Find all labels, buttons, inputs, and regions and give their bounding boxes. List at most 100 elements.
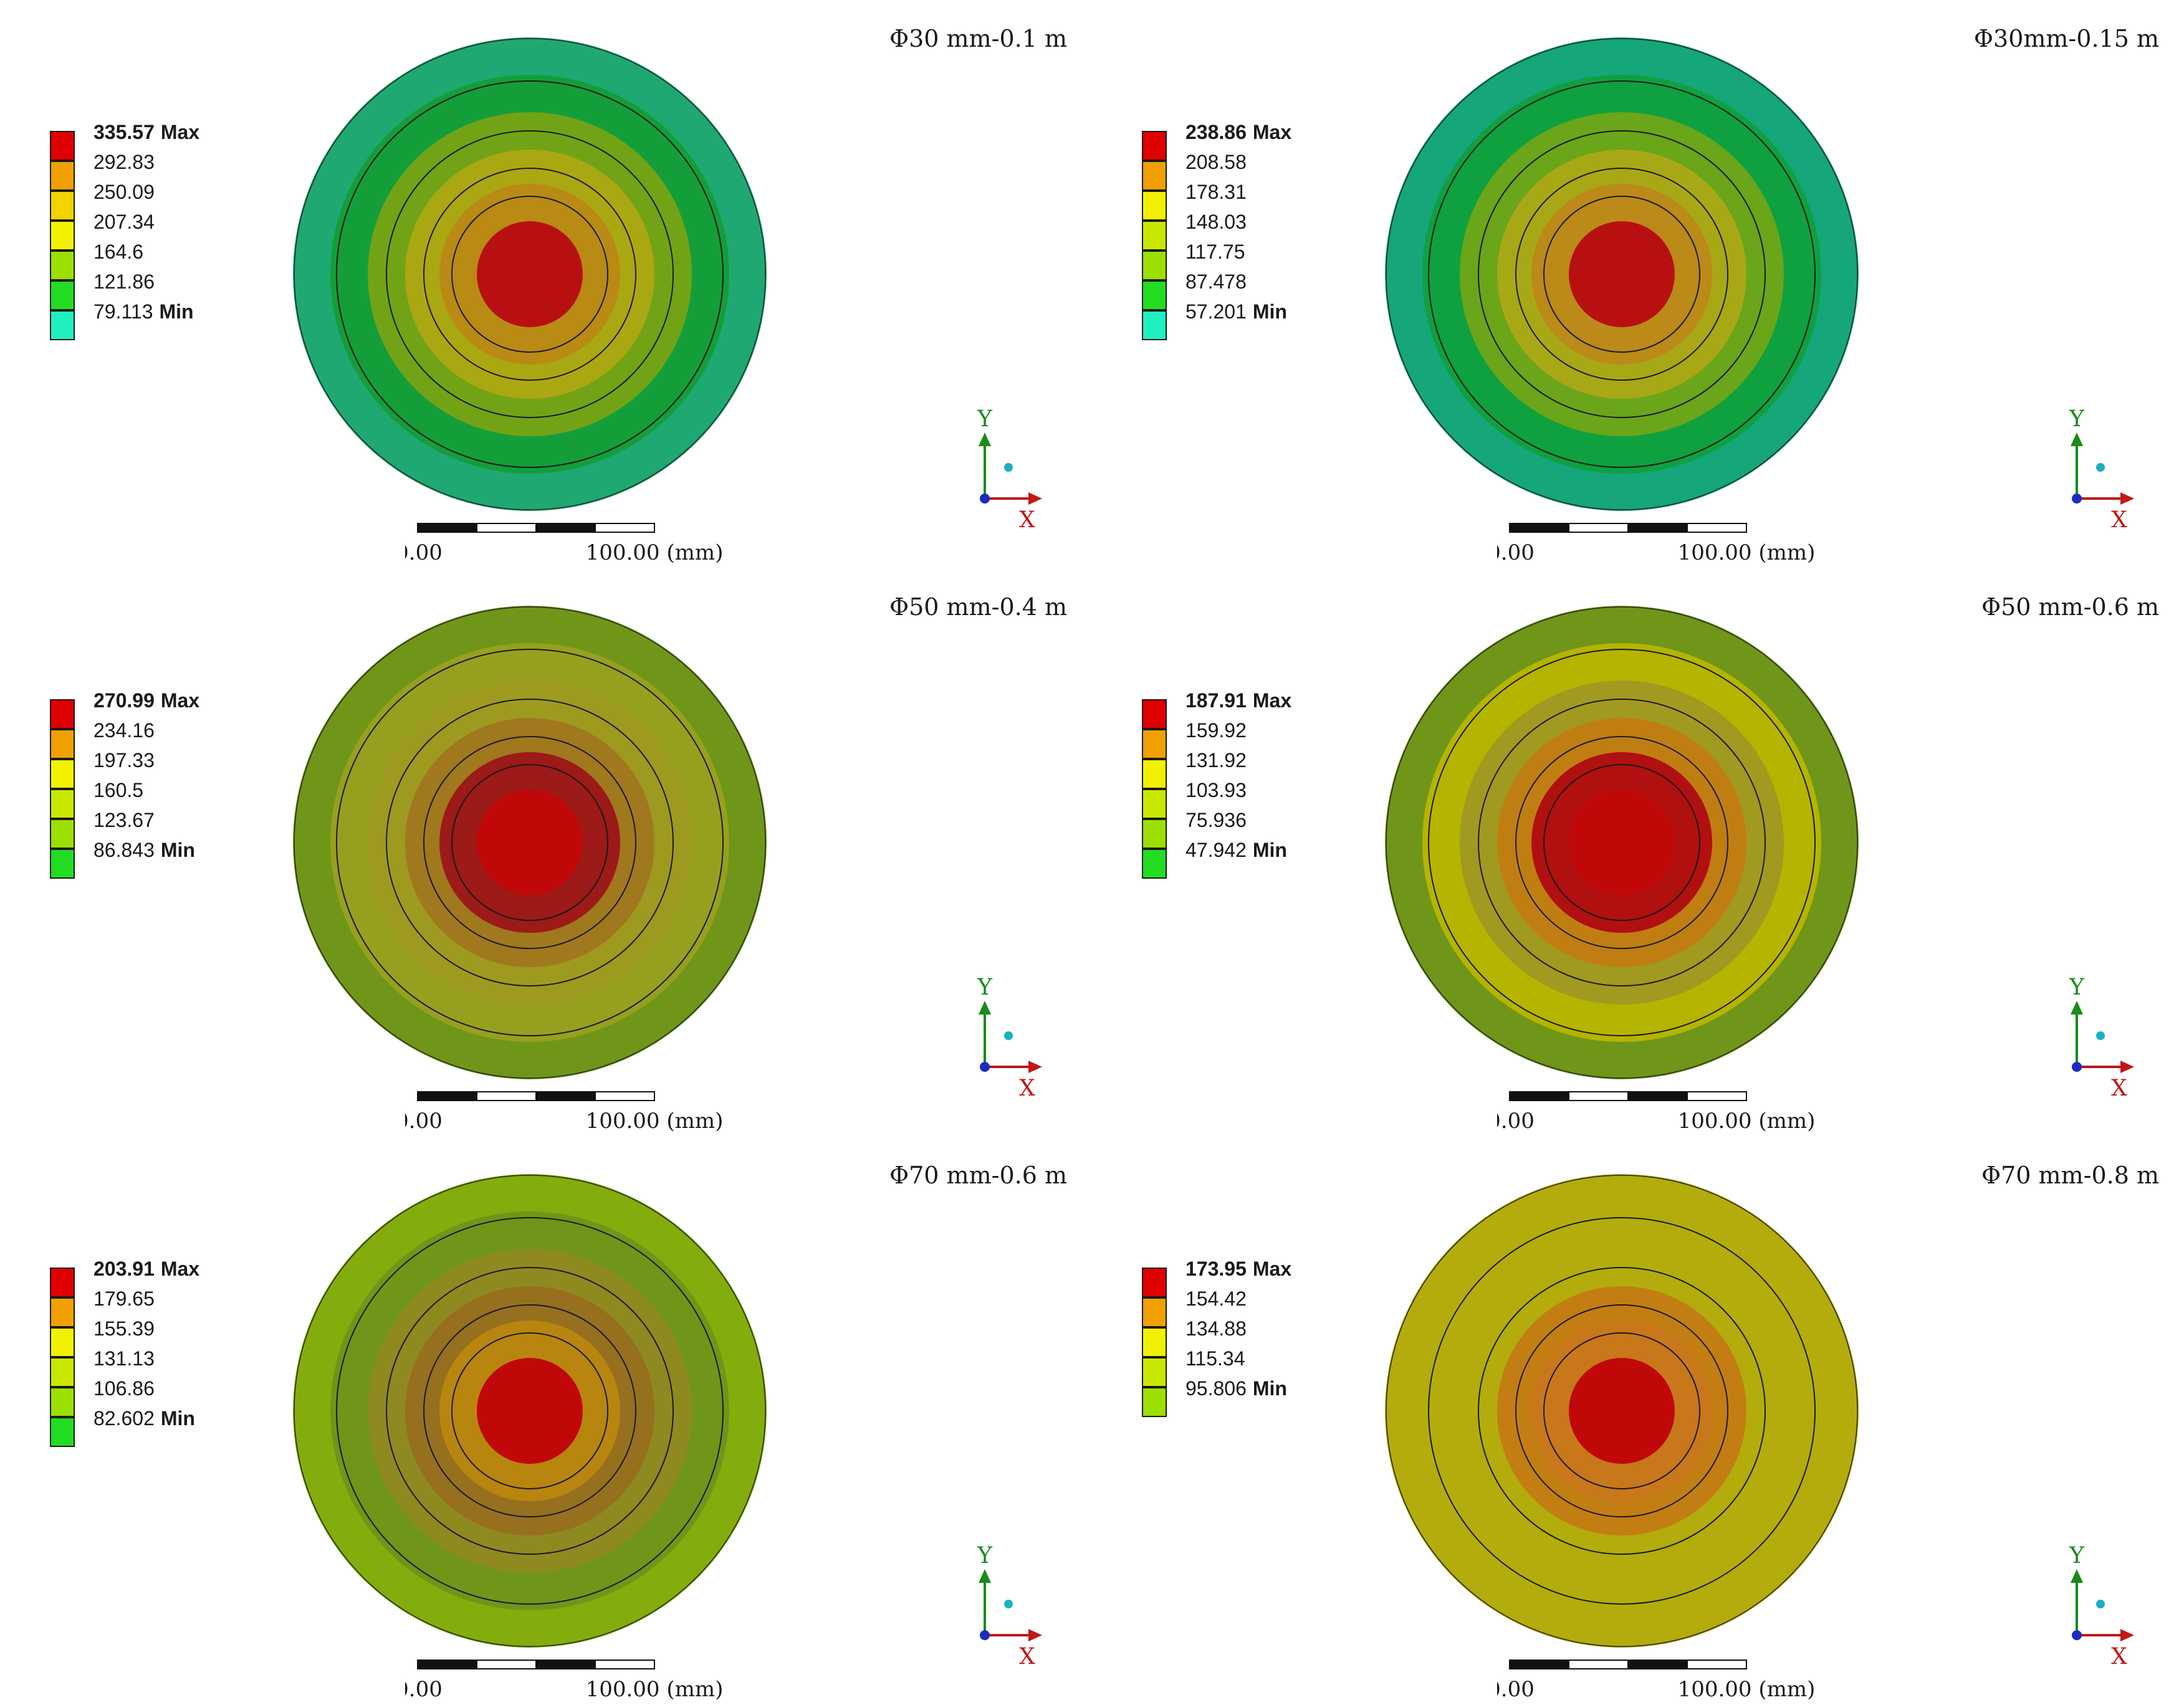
y-arrow-icon xyxy=(979,1001,991,1015)
origin-icon xyxy=(2072,1062,2082,1072)
contour-ring xyxy=(1569,1358,1675,1464)
legend-value-number: 250.09 xyxy=(93,181,155,203)
legend-tag: Max xyxy=(160,121,200,143)
panel-title: Φ50 mm-0.6 m xyxy=(1981,593,2159,621)
x-axis-label: X xyxy=(2111,1644,2127,1666)
legend-value-number: 203.91 xyxy=(93,1258,155,1280)
scale-start-label: 0.00 xyxy=(1497,540,1535,565)
legend-value: 117.75 xyxy=(1185,241,1245,264)
ring-outline xyxy=(336,1217,724,1605)
ring-outline xyxy=(1543,196,1700,353)
legend-swatch xyxy=(1142,699,1167,729)
panel-title: Φ70 mm-0.8 m xyxy=(1981,1162,2159,1189)
legend-value-number: 86.843 xyxy=(93,839,155,861)
scale-segment xyxy=(595,523,655,533)
scale-segment xyxy=(417,523,477,533)
legend-value: 155.39 xyxy=(93,1317,155,1340)
scale-segment xyxy=(1627,523,1688,533)
legend-value-number: 270.99 xyxy=(93,689,155,712)
legend-value-number: 47.942 xyxy=(1185,839,1247,861)
legend-swatch xyxy=(50,729,75,759)
disc-outline xyxy=(1386,38,1858,510)
legend-value: 87.478 xyxy=(1185,270,1247,294)
ring-outline xyxy=(1428,80,1816,468)
scale-end-label: 100.00 (mm) xyxy=(1678,1109,1816,1134)
legend-value-number: 159.92 xyxy=(1185,719,1247,742)
legend-swatch xyxy=(50,1387,75,1417)
y-axis-label: Y xyxy=(2069,975,2085,1000)
legend-value: 123.67 xyxy=(93,809,155,832)
legend-tag: Min xyxy=(1252,839,1287,861)
y-axis-label: Y xyxy=(977,406,993,432)
legend-value-number: 155.39 xyxy=(93,1317,155,1340)
legend-value-number: 154.42 xyxy=(1185,1287,1247,1310)
contour-disc xyxy=(293,606,767,1079)
scale-bar: 0.00 100.00 (mm) xyxy=(405,523,723,565)
contour-ring xyxy=(477,790,583,895)
contour-panel: Φ50 mm-0.4 m 270.99 Max 234.16 197.33 160.5 12… xyxy=(0,568,1092,1137)
contour-ring xyxy=(477,1358,583,1464)
legend-value-number: 75.936 xyxy=(1185,809,1247,831)
legend-value-number: 57.201 xyxy=(1185,300,1247,323)
legend-swatch xyxy=(50,1297,75,1327)
legend-value-number: 335.57 xyxy=(93,121,155,143)
coordinate-triad: YX xyxy=(2069,406,2134,530)
x-axis-label: X xyxy=(1019,507,1035,530)
scale-bar: 0.00 100.00 (mm) xyxy=(405,1091,723,1134)
legend-tag: Min xyxy=(160,839,195,861)
legend-value-number: 238.86 xyxy=(1185,121,1247,143)
z-axis-icon xyxy=(1004,1031,1013,1040)
legend-value-number: 82.602 xyxy=(93,1407,155,1430)
scale-bar: 0.00 100.00 (mm) xyxy=(1497,523,1816,565)
legend-value-number: 187.91 xyxy=(1185,689,1247,712)
ring-outline xyxy=(336,649,724,1036)
x-axis-label: X xyxy=(2111,1076,2127,1098)
panel-title: Φ70 mm-0.6 m xyxy=(889,1162,1067,1189)
ring-outline xyxy=(386,1267,674,1555)
disc-outline xyxy=(1386,1175,1858,1647)
legend-value-number: 123.67 xyxy=(93,809,155,831)
legend-value-number: 95.806 xyxy=(1185,1377,1247,1400)
z-axis-icon xyxy=(2096,463,2105,472)
legend-value: 131.13 xyxy=(93,1347,155,1370)
coordinate-triad: YX xyxy=(977,975,1042,1098)
scale-end-label: 100.00 (mm) xyxy=(1678,540,1816,565)
legend-swatch xyxy=(50,1357,75,1387)
legend-swatch xyxy=(1142,849,1167,879)
y-arrow-icon xyxy=(979,432,991,446)
contour-disc xyxy=(1385,37,1859,511)
panel-title: Φ30mm-0.15 m xyxy=(1973,25,2159,52)
legend-value-number: 79.113 xyxy=(93,300,153,323)
legend-tag: Max xyxy=(160,1258,200,1280)
ring-outline xyxy=(336,80,724,468)
x-arrow-icon xyxy=(1028,1061,1042,1073)
legend-value: 292.83 xyxy=(93,151,155,174)
z-axis-icon xyxy=(2096,1600,2105,1608)
z-axis-icon xyxy=(1004,463,1013,472)
legend-tag: Max xyxy=(1252,121,1292,143)
legend-tag: Max xyxy=(160,689,200,712)
legend-value: 115.34 xyxy=(1185,1347,1245,1370)
y-axis-label: Y xyxy=(977,975,993,1000)
legend-swatch xyxy=(1142,131,1167,161)
legend-swatch xyxy=(50,280,75,310)
x-arrow-icon xyxy=(1028,1629,1042,1641)
contour-ring xyxy=(477,221,583,327)
legend-swatch xyxy=(1142,251,1167,280)
disc-outline xyxy=(294,38,766,510)
panel-title: Φ50 mm-0.4 m xyxy=(889,593,1067,621)
origin-icon xyxy=(980,1062,990,1072)
ring-outline xyxy=(1515,1304,1728,1517)
scale-start-label: 0.00 xyxy=(405,540,443,565)
coordinate-triad: YX xyxy=(2069,975,2134,1098)
legend-value-number: 178.31 xyxy=(1185,181,1247,203)
ring-outline xyxy=(423,1304,636,1517)
legend-swatch xyxy=(1142,1357,1167,1387)
scale-segment xyxy=(476,1660,537,1669)
legend-swatch xyxy=(50,251,75,280)
ring-outline xyxy=(1515,168,1728,381)
scale-segment xyxy=(1509,1091,1569,1101)
legend-value: 197.33 xyxy=(93,749,155,772)
disc-outline xyxy=(294,1175,766,1647)
ring-outline xyxy=(1428,649,1816,1036)
